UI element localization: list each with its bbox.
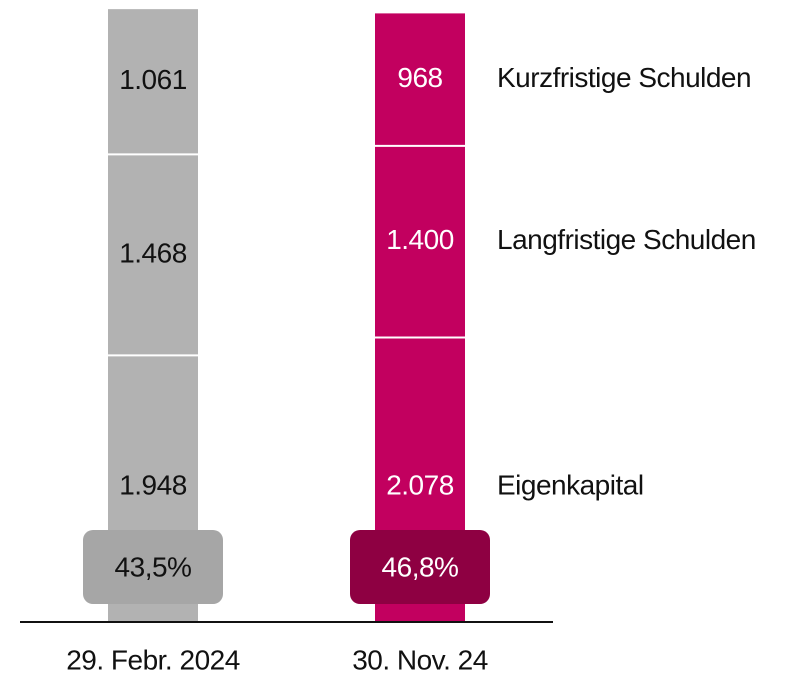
- x-tick-label: 29. Febr. 2024: [66, 644, 240, 675]
- bar-segment: [375, 145, 465, 338]
- value-label: 968: [397, 62, 442, 93]
- bar-segment: [108, 9, 198, 155]
- ratio-label: 46,8%: [382, 551, 459, 582]
- legend-label: Kurzfristige Schulden: [497, 62, 751, 93]
- ratio-badge: [83, 530, 223, 604]
- value-label: 1.948: [119, 469, 187, 500]
- value-label: 1.468: [119, 237, 187, 268]
- value-label: 2.078: [386, 469, 454, 500]
- x-tick-label: 30. Nov. 24: [352, 644, 488, 675]
- legend-label: Eigenkapital: [497, 469, 644, 500]
- ratio-label: 43,5%: [115, 551, 192, 582]
- ratio-badge: [350, 530, 490, 604]
- bar-segment: [375, 13, 465, 146]
- legend-label: Langfristige Schulden: [497, 224, 756, 255]
- value-label: 1.400: [386, 224, 454, 255]
- bar-segment: [108, 154, 198, 356]
- value-label: 1.061: [119, 64, 187, 95]
